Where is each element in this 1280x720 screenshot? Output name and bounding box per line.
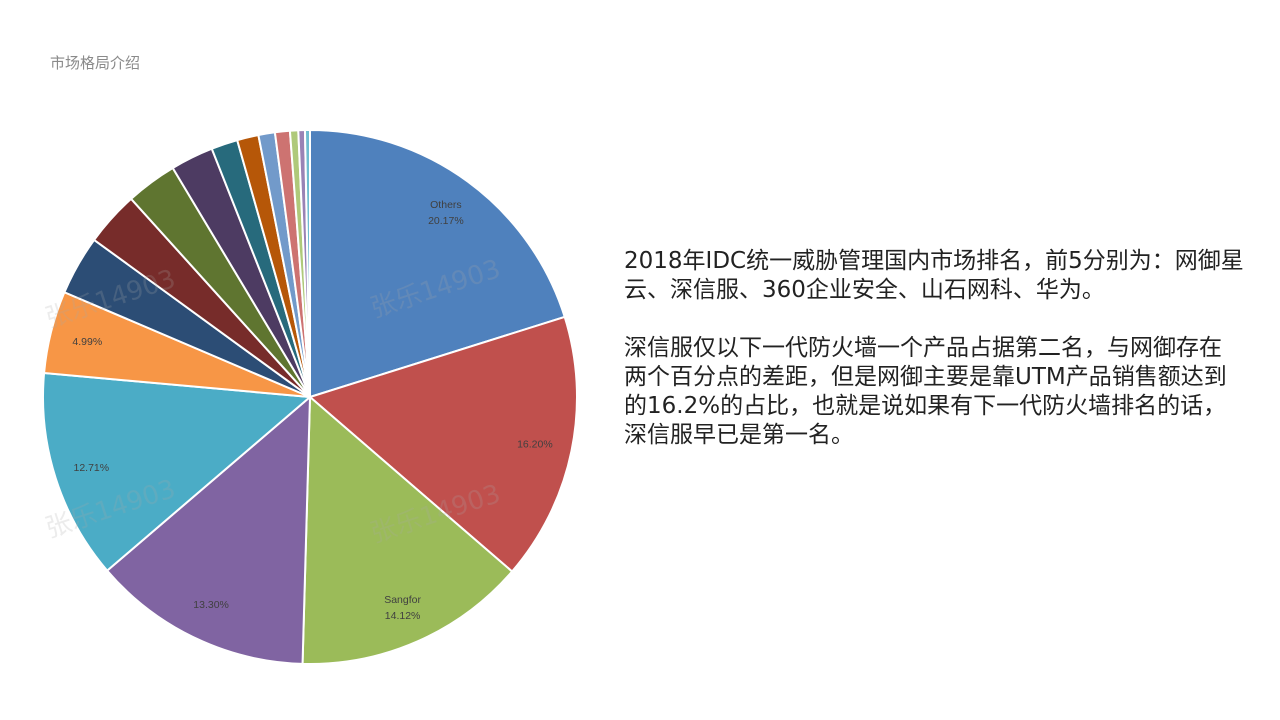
description-paragraph-2: 深信服仅以下一代防火墙一个产品占据第二名，与网御存在两个百分点的差距，但是网御主… (624, 334, 1236, 450)
market-share-pie-chart: Others 20.17% 16.20% Sangfor 14.12% 13.30% 12.… (0, 0, 620, 720)
paragraph-1-text: 2018年IDC统一威胁管理国内市场排名，前5分别为：网御星云、深信服、360企… (624, 248, 1244, 303)
pie-label-4: 12.71% (73, 462, 109, 474)
paragraph-2-text: 深信服仅以下一代防火墙一个产品占据第二名，与网御存在两个百分点的差距，但是网御主… (624, 335, 1227, 448)
pie-svg: Others 20.17% 16.20% Sangfor 14.12% 13.30% 12.… (42, 128, 578, 665)
pie-labels: Others 20.17% 16.20% Sangfor 14.12% 13.30% 12.… (72, 199, 552, 622)
pie-label-0: Others 20.17% (428, 199, 464, 227)
pie-slices (42, 128, 578, 665)
description-paragraph-1: 2018年IDC统一威胁管理国内市场排名，前5分别为：网御星云、深信服、360企… (624, 247, 1254, 305)
pie-slice-0 (309, 128, 566, 399)
pie-slice-1 (307, 315, 578, 573)
pie-slice-16 (303, 128, 311, 398)
pie-slice-4 (42, 371, 313, 573)
pie-slice-3 (105, 394, 312, 665)
pie-label-1: 16.20% (517, 439, 553, 451)
pie-slice-2 (301, 394, 514, 665)
pie-label-3: 13.30% (193, 599, 229, 611)
section-title: 市场格局介绍 (50, 54, 141, 72)
pie-label-2: Sangfor 14.12% (384, 594, 421, 622)
pie-label-5: 4.99% (72, 336, 102, 348)
